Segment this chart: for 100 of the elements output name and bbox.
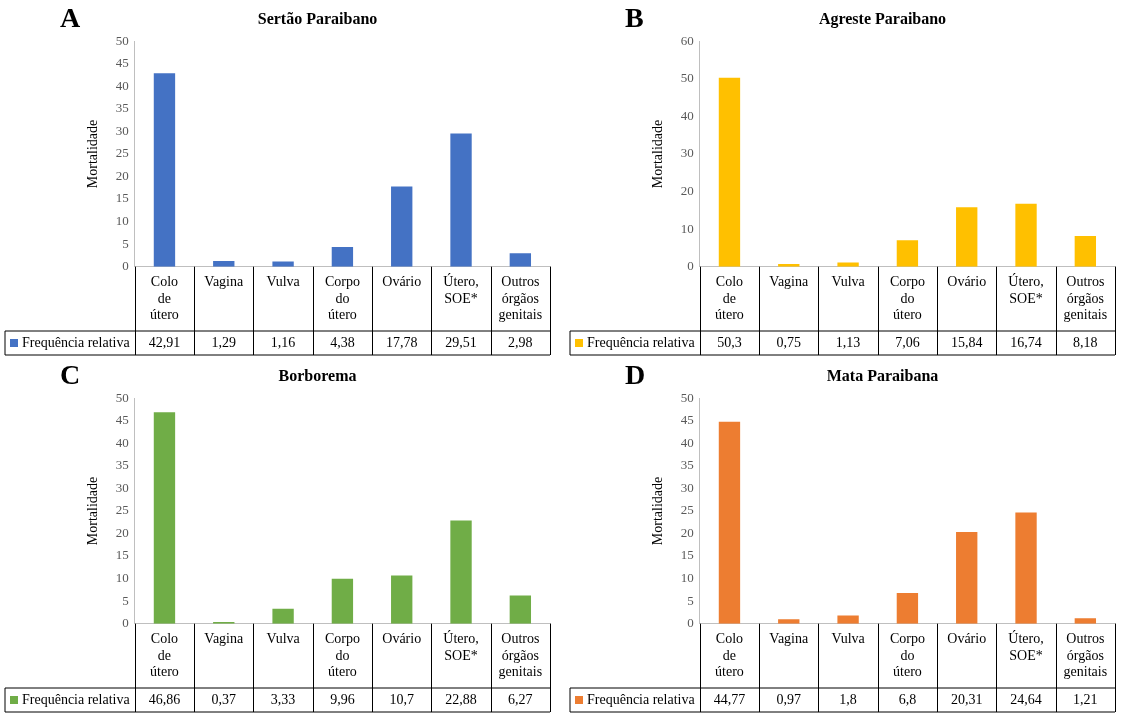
x-tick-label: Outros órgãos genitais: [498, 631, 543, 679]
bar: [450, 133, 472, 267]
y-tick-label: 0: [122, 615, 129, 631]
bar: [272, 261, 294, 267]
bar: [896, 593, 919, 624]
y-tick-label: 20: [680, 182, 694, 198]
y-tick-label: 0: [122, 258, 129, 274]
y-tick-label: 45: [115, 412, 129, 428]
x-tick-label: Corpo do útero: [324, 631, 360, 679]
y-tick-label: 5: [122, 592, 129, 608]
bar: [153, 73, 176, 267]
data-label: 44,77: [713, 691, 746, 707]
x-tick-label: Útero, SOE*: [443, 273, 479, 306]
y-tick-label: 10: [680, 220, 694, 236]
data-label: 2,98: [508, 334, 533, 350]
y-tick-label: 35: [680, 457, 694, 473]
bar: [1074, 235, 1097, 267]
y-tick-label: 25: [115, 145, 129, 161]
y-tick-label: 30: [115, 479, 129, 495]
x-tick-label: Vulva: [266, 274, 301, 290]
x-tick-label: Colo de útero: [150, 631, 179, 679]
chart-title: Agreste Paraibano: [818, 9, 947, 28]
bar: [837, 262, 859, 267]
y-tick-label: 5: [687, 592, 694, 608]
y-tick-label: 30: [680, 145, 694, 161]
bar: [778, 619, 800, 624]
legend-label: Frequência relativa: [587, 691, 696, 707]
x-tick-label: Ovário: [947, 274, 987, 290]
y-tick-label: 5: [122, 235, 129, 251]
y-tick-label: 0: [687, 615, 694, 631]
bar: [1015, 203, 1037, 267]
data-label: 17,78: [385, 334, 418, 350]
bar: [718, 421, 741, 624]
x-tick-label: Ovário: [947, 631, 987, 647]
bar: [718, 77, 741, 267]
x-tick-label: Vulva: [266, 631, 301, 647]
x-tick-label: Colo de útero: [715, 274, 744, 322]
data-label: 1,13: [835, 334, 861, 350]
text: C: [60, 359, 81, 391]
data-label: 22,88: [445, 691, 477, 707]
y-tick-label: 10: [115, 213, 129, 229]
data-label: 3,33: [270, 691, 296, 707]
x-tick-label: Corpo do útero: [324, 274, 360, 322]
x-tick-label: Outros órgãos genitais: [498, 274, 543, 322]
y-tick-label: 40: [115, 434, 129, 450]
x-tick-label: Vagina: [769, 631, 809, 647]
x-tick-label: Vulva: [831, 631, 866, 647]
text: B: [625, 2, 644, 34]
x-tick-label: Útero, SOE*: [1008, 273, 1044, 306]
data-label: 6,27: [508, 691, 533, 707]
data-label: 0,75: [776, 334, 802, 350]
bar: [956, 532, 978, 624]
data-label: 4,38: [330, 334, 355, 350]
text: A: [60, 2, 81, 34]
data-label: 9,96: [330, 691, 355, 707]
x-tick-label: Outros órgãos genitais: [1063, 631, 1108, 679]
x-tick-label: Vagina: [769, 274, 809, 290]
y-tick-label: 30: [680, 479, 694, 495]
legend-label: Frequência relativa: [587, 334, 696, 350]
y-axis-title: Mortalidade: [85, 476, 101, 546]
y-tick-label: 20: [115, 524, 129, 540]
y-axis-title: Mortalidade: [85, 119, 101, 189]
x-tick-label: Corpo do útero: [889, 274, 925, 322]
y-tick-label: 50: [680, 389, 694, 405]
x-tick-label: Corpo do útero: [889, 631, 925, 679]
data-label: 6,8: [898, 691, 917, 707]
y-tick-label: 60: [680, 32, 694, 48]
y-tick-label: 15: [115, 547, 129, 563]
bar: [272, 608, 294, 624]
bar: [896, 240, 919, 267]
data-label: 24,64: [1010, 691, 1042, 707]
data-label: 10,7: [389, 691, 414, 707]
data-label: 42,91: [148, 334, 181, 350]
y-tick-label: 50: [115, 32, 129, 48]
y-tick-label: 10: [115, 570, 129, 586]
data-label: 16,74: [1010, 334, 1042, 350]
x-tick-label: Útero, SOE*: [443, 630, 479, 663]
y-tick-label: 0: [687, 258, 694, 274]
bar: [1074, 618, 1097, 624]
data-label: 1,8: [839, 691, 857, 707]
data-label: 0,37: [211, 691, 237, 707]
legend-label: Frequência relativa: [22, 691, 131, 707]
y-tick-label: 25: [680, 502, 694, 518]
y-tick-label: 25: [115, 502, 129, 518]
data-label: 1,29: [211, 334, 237, 350]
bar: [509, 595, 532, 624]
y-tick-label: 15: [115, 190, 129, 206]
bar: [956, 207, 978, 267]
y-tick-label: 30: [115, 122, 129, 138]
data-label: 20,31: [950, 691, 983, 707]
y-tick-label: 40: [680, 434, 694, 450]
bar: [153, 412, 176, 624]
y-tick-label: 20: [680, 524, 694, 540]
y-tick-label: 45: [115, 55, 129, 71]
chart-title: Borborema: [278, 366, 357, 384]
data-label: 0,97: [776, 691, 802, 707]
y-tick-label: 50: [115, 389, 129, 405]
data-label: 29,51: [445, 334, 477, 350]
bar: [391, 575, 413, 624]
y-tick-label: 45: [680, 412, 694, 428]
